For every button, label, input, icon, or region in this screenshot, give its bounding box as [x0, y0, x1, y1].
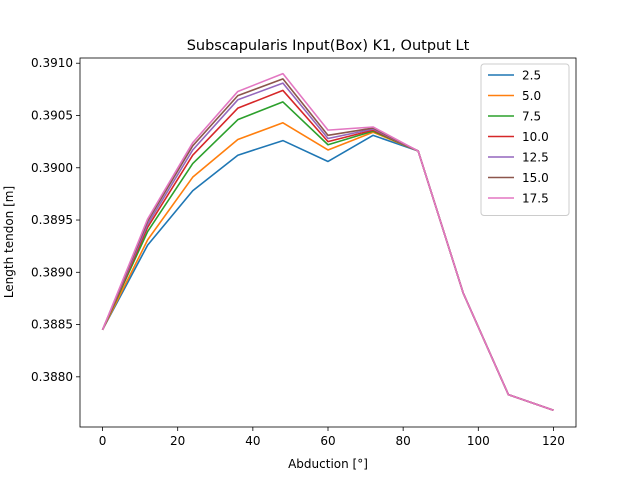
series-line-6	[101, 72, 554, 412]
legend-label-0: 2.5	[522, 69, 541, 83]
legend-label-5: 15.0	[522, 171, 549, 185]
axes: 0 20 40 60 80 100 120 0.3880 0.3885 0.3890 0.3895 0…	[31, 56, 577, 448]
x-tick-label: 40	[245, 434, 260, 448]
x-tick-label: 100	[467, 434, 490, 448]
legend-label-2: 7.5	[522, 110, 541, 124]
x-axis-label: Abduction [°]	[288, 457, 368, 471]
y-axis-label: Length tendon [m]	[2, 186, 16, 298]
y-tick-label: 0.3880	[31, 370, 73, 384]
plot-area	[101, 72, 554, 412]
y-tick-label: 0.3905	[31, 108, 73, 122]
y-tick-label: 0.3900	[31, 161, 73, 175]
chart-title: Subscapularis Input(Box) K1, Output Lt	[187, 38, 470, 54]
x-tick-label: 20	[170, 434, 185, 448]
y-tick-label: 0.3885	[31, 318, 73, 332]
y-tick-label: 0.3890	[31, 265, 73, 279]
x-tick-label: 120	[542, 434, 565, 448]
x-tick-label: 0	[99, 434, 107, 448]
legend-label-4: 12.5	[522, 151, 549, 165]
y-tick-label: 0.3910	[31, 56, 73, 70]
x-tick-label: 80	[396, 434, 411, 448]
x-tick-label: 60	[320, 434, 335, 448]
legend: 2.5 5.0 7.5 10.0 12.5 15.0 17.5	[480, 63, 570, 216]
legend-label-3: 10.0	[522, 130, 549, 144]
legend-label-1: 5.0	[522, 89, 541, 103]
legend-label-6: 17.5	[522, 192, 549, 206]
y-tick-label: 0.3895	[31, 213, 73, 227]
